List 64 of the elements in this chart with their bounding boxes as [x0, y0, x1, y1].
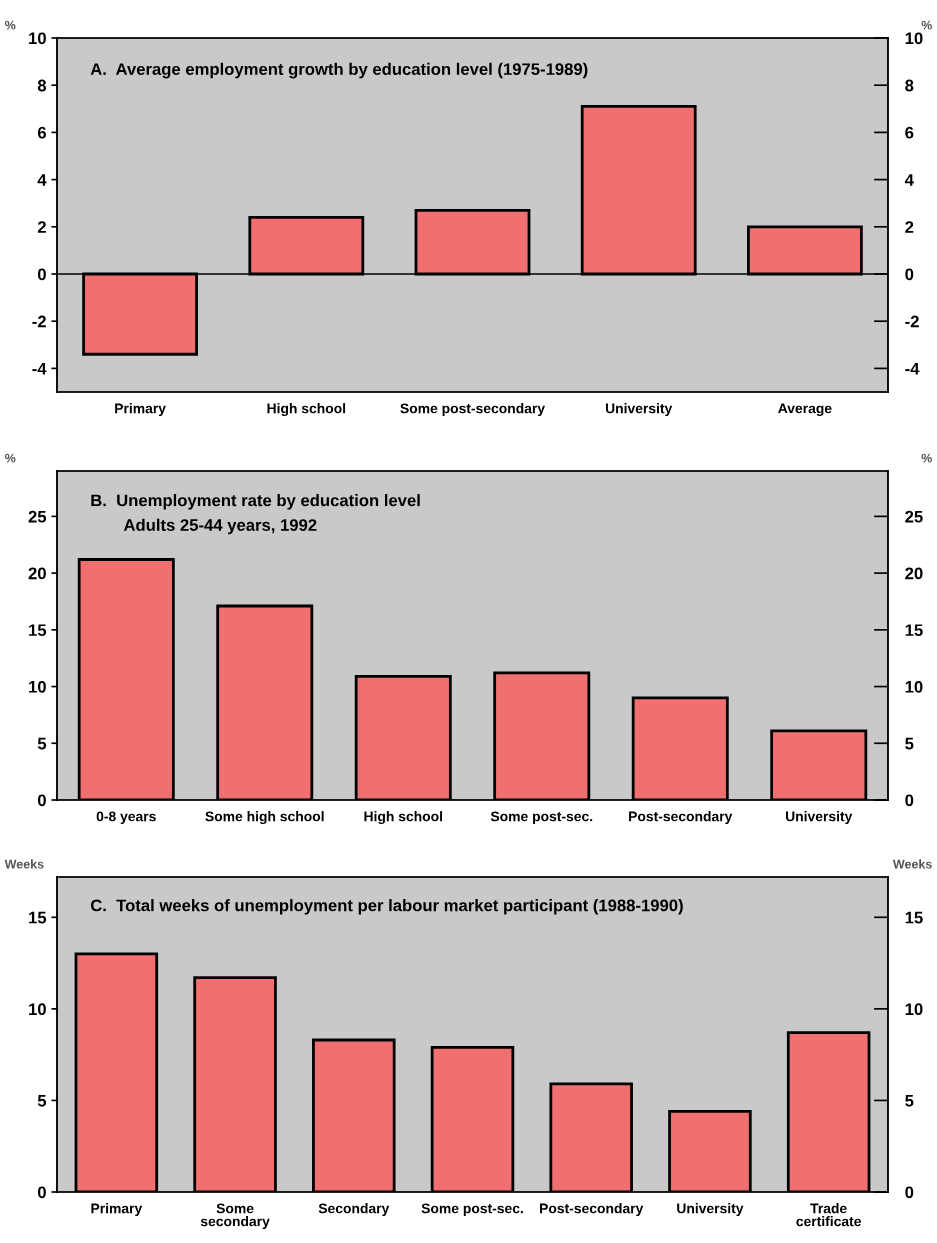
y2-tick-label: 15 [905, 624, 923, 637]
x-tick-label: Primary [91, 1203, 143, 1217]
x-tick-label: Average [778, 403, 832, 417]
x-tick-label: Some post-secondary [400, 403, 545, 417]
x-tick-label: University [786, 811, 853, 825]
y2-tick-label: 20 [905, 567, 923, 580]
y-tick-label: 25 [28, 510, 47, 523]
x-tick-label: Some high school [205, 811, 324, 825]
y2-tick-label: 5 [905, 737, 914, 750]
y-tick-label: 5 [37, 737, 47, 750]
y2-tick-label: -4 [905, 362, 920, 375]
text: C. Total weeks of unemployment per labour market participant (1988-1990) [90, 899, 683, 915]
y-tick-label: 0 [37, 1186, 46, 1199]
text: B. Unemployment rate by education level [91, 494, 420, 510]
x-tick-label: High school [267, 403, 346, 417]
y2-tick-label: 6 [905, 126, 914, 139]
y2-tick-label: 4 [904, 174, 914, 186]
y-tick-label: 10 [29, 1003, 46, 1016]
x-tick-label: Secondary [318, 1203, 390, 1217]
y2-tick-label: 0 [905, 1186, 914, 1199]
x-tick-label: High school [364, 811, 443, 825]
text: A. Average employment growth by education level (1975-1989) [90, 62, 588, 79]
text: Adults 25-44 years, 1992 [123, 518, 317, 535]
y2-tick-label: 10 [905, 32, 923, 45]
y-axis-title: Weeks [4, 859, 44, 869]
y2-axis-title: % [921, 453, 932, 463]
y2-tick-label: 8 [905, 79, 914, 92]
y-tick-label: 0 [37, 268, 46, 281]
y-tick-label: 2 [37, 221, 46, 233]
x-tick-label: 0-8 years [96, 811, 156, 825]
x-tick-label: Post-secondary [540, 1203, 644, 1217]
x-tick-label: Post-secondary [629, 811, 733, 825]
y2-axis-title: Weeks [892, 859, 932, 869]
y2-tick-label: 15 [905, 911, 923, 924]
x-tick-label: Some post-sec. [421, 1203, 523, 1217]
x-tick-label: Trade certificate [796, 1203, 861, 1227]
y2-tick-label: 10 [905, 1003, 923, 1016]
y2-tick-label: -2 [905, 315, 919, 328]
y-tick-label: 15 [29, 911, 47, 924]
y-tick-label: 0 [37, 794, 46, 807]
y-axis-title: % [5, 453, 16, 463]
y-tick-label: 15 [29, 624, 47, 637]
x-tick-label: Some secondary [200, 1203, 270, 1230]
y-axis-title: % [5, 20, 16, 30]
y-tick-label: 10 [29, 680, 46, 693]
y-tick-label: 8 [37, 79, 47, 92]
y-tick-label: -4 [32, 362, 47, 375]
y2-tick-label: 10 [905, 680, 923, 693]
x-tick-label: University [605, 403, 673, 417]
y2-axis-title: % [921, 20, 932, 30]
y2-tick-label: 0 [905, 268, 914, 281]
y2-tick-label: 25 [905, 510, 923, 523]
x-tick-label: Primary [115, 403, 166, 417]
y2-tick-label: 0 [905, 794, 914, 807]
y-tick-label: 20 [28, 567, 46, 580]
y2-tick-label: 5 [905, 1095, 914, 1107]
x-tick-label: University [677, 1203, 744, 1217]
y-tick-label: -2 [32, 315, 46, 328]
y2-tick-label: 2 [905, 221, 914, 233]
y-tick-label: 5 [37, 1095, 47, 1107]
y-tick-label: 6 [37, 126, 46, 139]
y-tick-label: 4 [37, 174, 47, 186]
x-tick-label: Some post-sec. [490, 811, 593, 825]
y-tick-label: 10 [29, 32, 46, 45]
